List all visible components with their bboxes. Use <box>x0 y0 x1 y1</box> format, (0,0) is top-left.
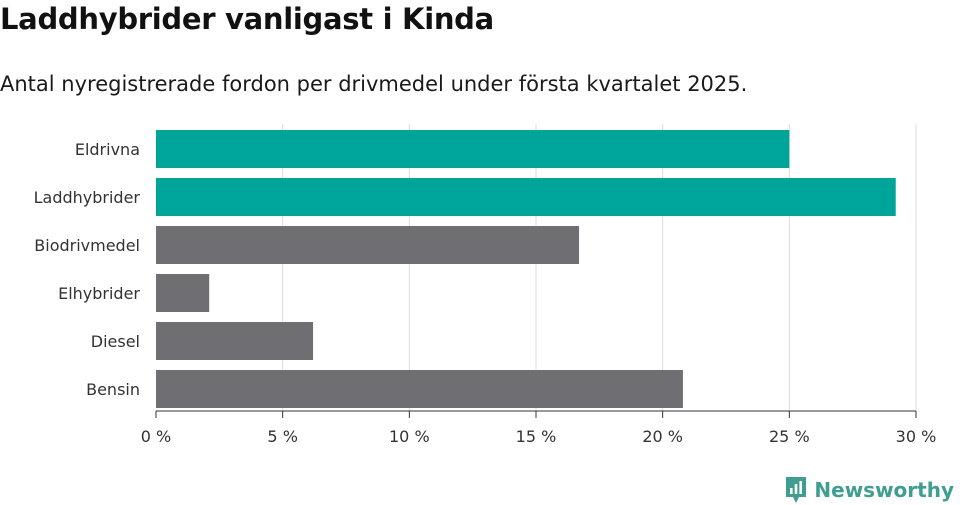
x-tick-label: 15 % <box>516 427 557 446</box>
bar-chart: Eldrivna Laddhybrider Biodrivmedel Elhybrid… <box>34 124 937 446</box>
category-label: Bensin <box>86 380 140 399</box>
x-tick-label: 20 % <box>642 427 683 446</box>
brand-name: Newsworthy <box>814 478 954 502</box>
bar-elhybrider <box>156 274 210 312</box>
x-tick-label: 30 % <box>896 427 937 446</box>
category-label: Eldrivna <box>75 140 140 159</box>
x-tick-label: 10 % <box>389 427 430 446</box>
chart-subtitle: Antal nyregistrerade fordon per drivmede… <box>0 72 748 96</box>
category-label: Biodrivmedel <box>34 236 140 255</box>
category-label: Elhybrider <box>58 284 140 303</box>
chart-title: Laddhybrider vanligast i Kinda <box>0 2 494 36</box>
category-label: Diesel <box>91 332 140 351</box>
x-tick-label: 0 % <box>141 427 171 446</box>
newsworthy-brand: Newsworthy <box>784 475 954 505</box>
x-tick-label: 5 % <box>267 427 297 446</box>
newsworthy-logo-icon <box>786 477 807 503</box>
x-axis: 0 % 5 % 10 % 15 % 20 % 25 % 30 % <box>141 410 937 446</box>
bar-eldrivna <box>156 130 790 168</box>
bar-biodrivmedel <box>156 226 580 264</box>
gridlines <box>282 124 917 411</box>
x-tick-label: 25 % <box>769 427 810 446</box>
bars <box>156 130 896 408</box>
category-label: Laddhybrider <box>34 188 141 207</box>
bar-diesel <box>156 322 314 360</box>
bar-laddhybrider <box>156 178 896 216</box>
category-labels: Eldrivna Laddhybrider Biodrivmedel Elhybrid… <box>34 140 141 399</box>
bar-bensin <box>156 370 683 408</box>
